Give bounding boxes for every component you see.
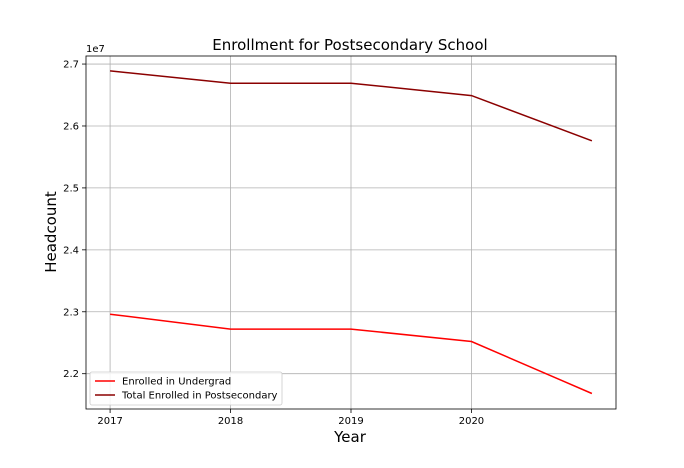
y-tick-label: 2.4 (63, 245, 79, 256)
x-tick-label: 2020 (459, 416, 484, 427)
x-tick-label: 2018 (218, 416, 243, 427)
legend: Enrolled in Undergrad Total Enrolled in P… (89, 371, 283, 406)
legend-box (89, 371, 283, 406)
x-tick-label: 2017 (97, 416, 122, 427)
x-ticks: 2017 2018 2019 2020 (97, 409, 484, 427)
x-axis-label: Year (333, 428, 367, 446)
y-offset-label: 1e7 (86, 44, 105, 55)
series-line-0 (110, 313, 593, 395)
y-tick-label: 2.7 (63, 60, 79, 71)
y-tick-label: 2.6 (63, 121, 79, 132)
y-axis-label: Headcount (42, 191, 60, 273)
series-lines (110, 70, 593, 395)
series-line-1 (110, 70, 593, 142)
legend-label: Enrolled in Undergrad (122, 377, 231, 388)
y-tick-label: 2.5 (63, 183, 79, 194)
legend-label: Total Enrolled in Postsecondary (121, 391, 278, 402)
grid (86, 56, 616, 409)
y-ticks: 2.2 2.3 2.4 2.5 2.6 2.7 (63, 60, 86, 380)
y-tick-label: 2.2 (63, 369, 79, 380)
chart-title: Enrollment for Postsecondary School (212, 36, 487, 54)
y-tick-label: 2.3 (63, 307, 79, 318)
x-tick-label: 2019 (338, 416, 363, 427)
